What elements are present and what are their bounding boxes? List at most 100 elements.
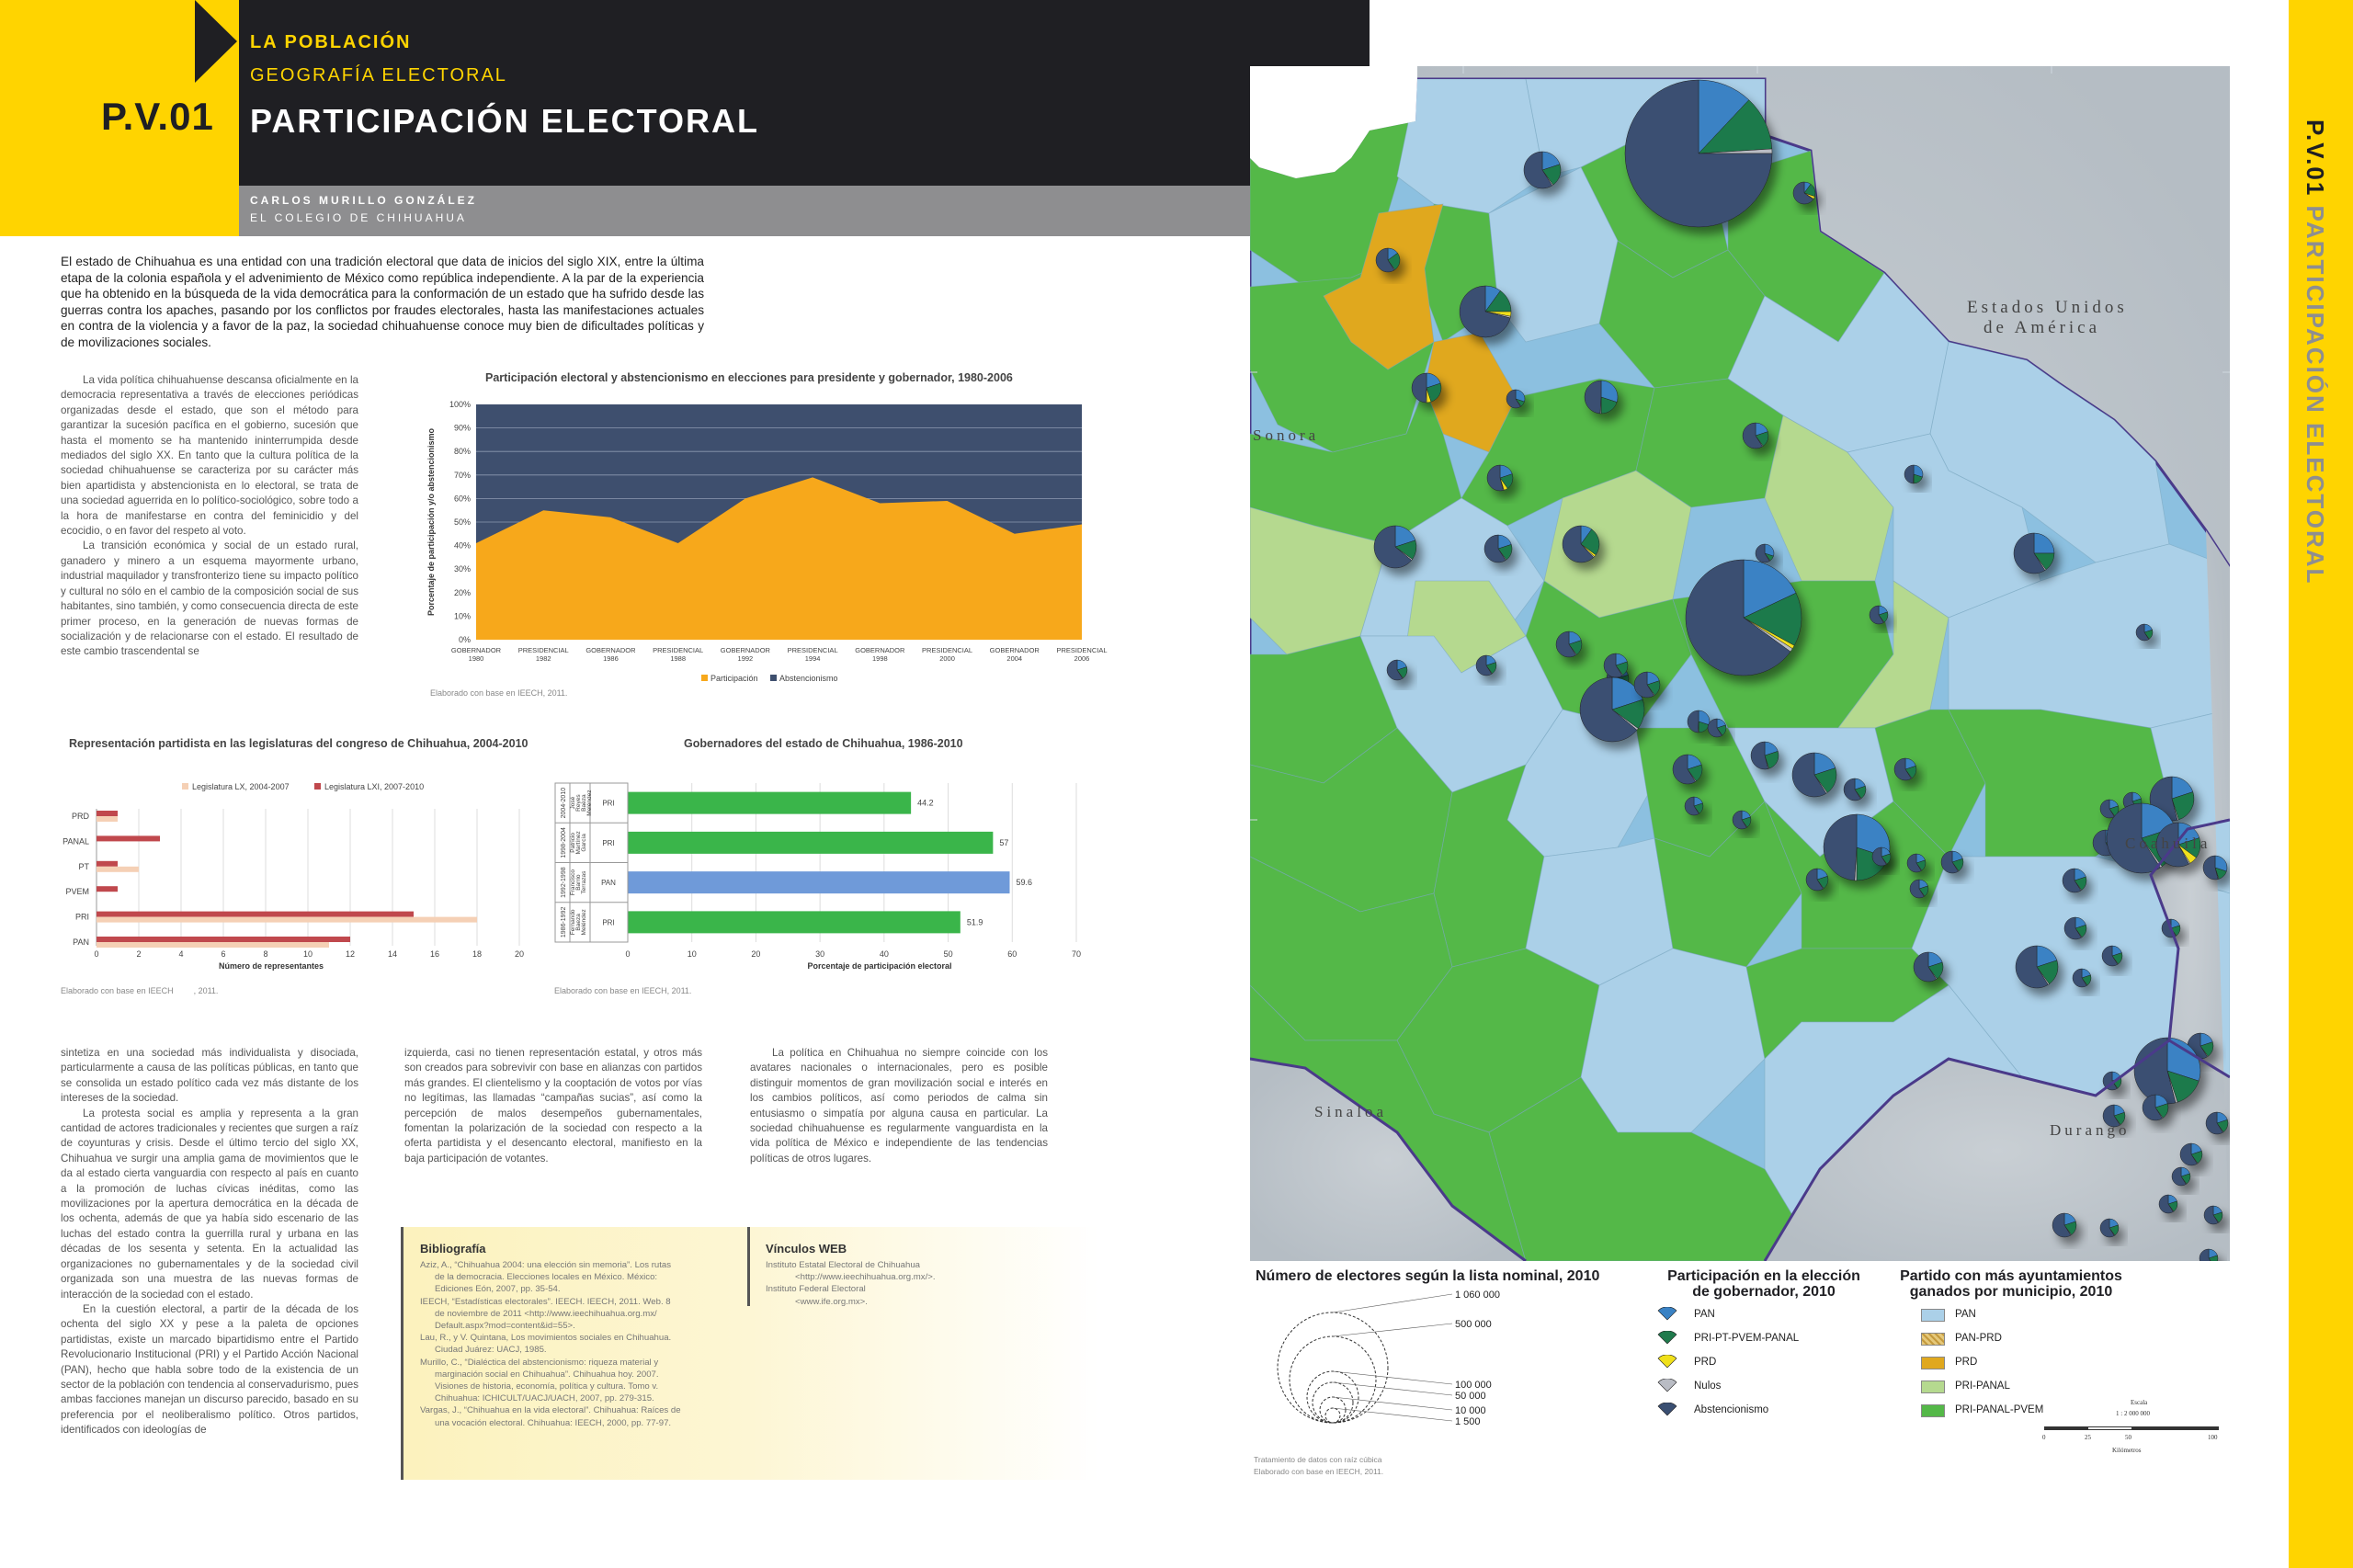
pie-slice xyxy=(1742,422,1763,449)
column-2-bottom: izquierda, casi no tienen representación… xyxy=(404,1046,702,1166)
pie-slice xyxy=(1698,99,1773,154)
legend-label: PRD xyxy=(1955,1357,1978,1368)
x-tick-label: 10 xyxy=(688,949,697,959)
bar-lx xyxy=(97,916,477,923)
size-circle xyxy=(1289,1335,1377,1424)
area-participacion xyxy=(476,477,1082,640)
chart-title: Participación electoral y abstencionismo… xyxy=(485,371,1013,384)
size-value: 100 000 xyxy=(1455,1380,1492,1391)
legend-label: Legislatura LX, 2004-2007 xyxy=(192,782,290,791)
governor-name: Meléndez xyxy=(586,790,593,816)
pie-slice xyxy=(1805,868,1824,892)
x-tick-label: 1986 xyxy=(603,654,619,663)
bar-lxi xyxy=(97,860,118,867)
size-value: 500 000 xyxy=(1455,1319,1492,1330)
size-circle xyxy=(1312,1381,1354,1424)
pie-slice xyxy=(2199,1248,2211,1261)
x-tick-label: 2 xyxy=(136,949,141,959)
label-sinaloa: Sinaloa xyxy=(1314,1103,1387,1120)
legislature-bar-chart: Legislatura LX, 2004-2007 Legislatura LXI… xyxy=(63,782,524,971)
municipality-pie xyxy=(1869,605,1889,625)
bar-lx xyxy=(97,942,329,948)
pie-slice xyxy=(1523,151,1553,189)
pie-slice xyxy=(1906,853,1922,873)
y-tick-label: 90% xyxy=(454,424,471,433)
municipality-pie xyxy=(2203,1205,2223,1225)
legend-title-line: ganados por municipio, 2010 xyxy=(1909,1284,2113,1300)
pie-slice xyxy=(2135,623,2150,642)
x-tick-label: 1998 xyxy=(872,654,888,663)
pie-slice xyxy=(2142,1094,2163,1121)
pie-slice xyxy=(1913,951,1937,983)
label-usa-line2: de América xyxy=(1984,318,2101,337)
pie-slice xyxy=(2203,1205,2219,1225)
pie-slice xyxy=(1459,285,1511,338)
municipality-pie xyxy=(1584,380,1619,415)
x-tick-label: 1992 xyxy=(738,654,754,663)
legend-pie-swatch-icon xyxy=(1657,1307,1677,1321)
bar-lx xyxy=(97,816,118,822)
header-arrow-icon xyxy=(195,0,237,83)
municipality-pie xyxy=(1871,846,1892,867)
chart-note: Elaborado con base en IEECH, 2011. xyxy=(430,688,568,698)
legend-pie-swatch-icon xyxy=(1657,1379,1677,1392)
pie-slice xyxy=(2166,1037,2201,1082)
x-tick-label: 20 xyxy=(751,949,760,959)
legend-swatch xyxy=(1921,1309,1945,1322)
legend-label: PRI-PANAL xyxy=(1955,1381,2010,1392)
legend-label: PRD xyxy=(1694,1357,1717,1368)
pie-slice xyxy=(1411,372,1427,403)
x-tick-label: 40 xyxy=(880,949,889,959)
category-label: PT xyxy=(78,862,89,871)
legend-swatch xyxy=(770,675,777,681)
bibliography-entry: Default.aspx?mod=content&id=55>. xyxy=(435,1321,575,1332)
y-tick-label: 30% xyxy=(454,564,471,574)
party-label: PRI xyxy=(602,800,614,808)
pie-slice xyxy=(1791,752,1827,798)
pie-slice xyxy=(2013,532,2046,574)
y-tick-label: 20% xyxy=(454,588,471,597)
web-link[interactable]: Instituto Federal Electoral xyxy=(766,1284,866,1295)
right-sidebar xyxy=(2289,0,2353,1568)
legend-label: PRI-PANAL-PVEM xyxy=(1955,1404,2044,1415)
x-tick-label: PRESIDENCIAL xyxy=(922,646,972,654)
y-tick-label: 60% xyxy=(454,494,471,503)
governor-bar xyxy=(628,791,912,814)
size-leader xyxy=(1332,1370,1453,1385)
bibliography-entry: Vargas, J., “Chihuahua en la vida electo… xyxy=(420,1405,681,1416)
legend-label: Participación xyxy=(710,674,758,683)
scale-tick-label: 50 xyxy=(2125,1434,2131,1441)
period-label: 1986-1992 xyxy=(561,907,567,938)
pie-slice xyxy=(1584,380,1602,415)
web-link[interactable]: <www.ife.org.mx>. xyxy=(795,1296,868,1307)
y-axis-label: Porcentaje de participación y/o abstenci… xyxy=(426,427,436,616)
x-tick-label: 10 xyxy=(303,949,313,959)
municipality-pie xyxy=(1755,543,1775,563)
legend-party-title: Partido con más ayuntamientos ganados por… xyxy=(1892,1268,2131,1300)
web-link[interactable]: Instituto Estatal Electoral de Chihuahua xyxy=(766,1260,920,1270)
x-tick-label: GOBERNADOR xyxy=(990,646,1040,654)
governor-name: Terrazas xyxy=(581,870,587,894)
x-tick-label: 12 xyxy=(346,949,355,959)
paragraph: sintetiza en una sociedad más individual… xyxy=(61,1047,358,1105)
bibliography-entry: marginación social en Chihuahua”. Chihua… xyxy=(435,1369,659,1380)
legend-label: Nulos xyxy=(1694,1381,1722,1392)
municipality-pie xyxy=(1685,559,1802,676)
municipality-pie xyxy=(1555,631,1583,658)
bibliography-entry: Ciudad Juárez: UACJ, 1985. xyxy=(435,1345,547,1356)
swatch-wedge xyxy=(1657,1307,1677,1321)
state-border-south xyxy=(1250,818,2230,1261)
pie-slice xyxy=(1483,534,1506,563)
bar-lx xyxy=(97,866,139,872)
bar-lxi xyxy=(97,811,118,816)
bibliography-box xyxy=(401,1227,1099,1480)
legend-swatch xyxy=(1921,1404,1945,1417)
x-tick-label: 2000 xyxy=(939,654,955,663)
pie-slice xyxy=(1755,543,1770,563)
pie-slice xyxy=(1869,605,1884,625)
bibliography-entry: Aziz, A., “Chihuahua 2004: una elección … xyxy=(420,1260,672,1270)
legend-label: Legislatura LXI, 2007-2010 xyxy=(324,782,424,791)
pie-slice xyxy=(2171,1166,2187,1187)
web-link[interactable]: <http://www.ieechihuahua.org.mx/>. xyxy=(795,1272,936,1283)
